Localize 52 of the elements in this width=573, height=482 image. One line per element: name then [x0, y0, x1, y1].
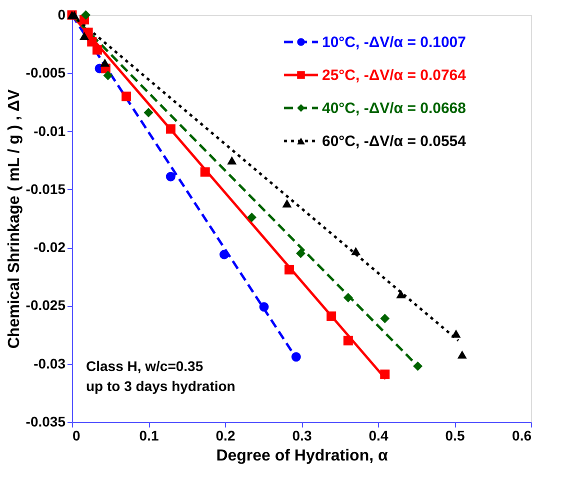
point — [291, 352, 301, 362]
annotation: Class H, w/c=0.35 — [86, 358, 204, 374]
point — [296, 248, 306, 258]
point — [284, 264, 294, 274]
point — [70, 10, 80, 20]
point — [326, 311, 336, 321]
point — [380, 314, 390, 324]
x-tick-label: 0.2 — [216, 428, 236, 444]
x-tick-label: 0.4 — [368, 428, 388, 444]
y-tick-label: -0.015 — [26, 180, 66, 197]
point — [227, 156, 237, 164]
annotation: up to 3 days hydration — [86, 378, 236, 394]
point — [343, 292, 353, 302]
legend-label: 10°C, -ΔV/α = 0.1007 — [322, 34, 466, 51]
point — [351, 246, 361, 256]
point — [122, 92, 132, 102]
point — [166, 124, 176, 134]
point — [457, 350, 467, 359]
point — [343, 336, 353, 346]
point — [81, 10, 91, 20]
x-axis-title: Degree of Hydration, α — [216, 448, 388, 464]
x-tick-label: 0.6 — [512, 428, 532, 444]
point — [103, 70, 113, 80]
y-tick-label: 0 — [58, 6, 66, 22]
point — [282, 199, 292, 208]
point — [166, 172, 176, 182]
y-tick-label: -0.03 — [34, 355, 66, 372]
point — [79, 32, 89, 40]
y-tick-label: -0.01 — [34, 122, 66, 139]
x-tick-label: 0 — [72, 428, 80, 444]
x-tick-label: 0.1 — [139, 428, 159, 444]
legend-label: 60°C, -ΔV/α = 0.0554 — [322, 133, 467, 150]
x-tick-label: 0.5 — [445, 428, 465, 444]
legend-label: 40°C, -ΔV/α = 0.0668 — [322, 100, 466, 117]
y-tick-label: -0.035 — [26, 414, 66, 430]
point — [413, 361, 423, 371]
y-tick-label: -0.02 — [34, 239, 66, 256]
point — [380, 370, 390, 380]
point — [396, 290, 406, 298]
point — [200, 167, 210, 177]
point — [451, 330, 461, 338]
point — [259, 302, 269, 312]
point — [247, 212, 257, 222]
y-axis-title: Chemical Shrinkage ( mL / g ) , ΔV — [6, 89, 23, 349]
point — [92, 45, 102, 55]
point — [100, 58, 110, 67]
y-tick-label: -0.005 — [26, 64, 66, 81]
x-tick-label: 0.3 — [292, 428, 312, 444]
y-tick-label: -0.025 — [26, 297, 66, 314]
point — [144, 108, 154, 118]
point — [219, 250, 229, 260]
legend-label: 25°C, -ΔV/α = 0.0764 — [322, 67, 467, 84]
